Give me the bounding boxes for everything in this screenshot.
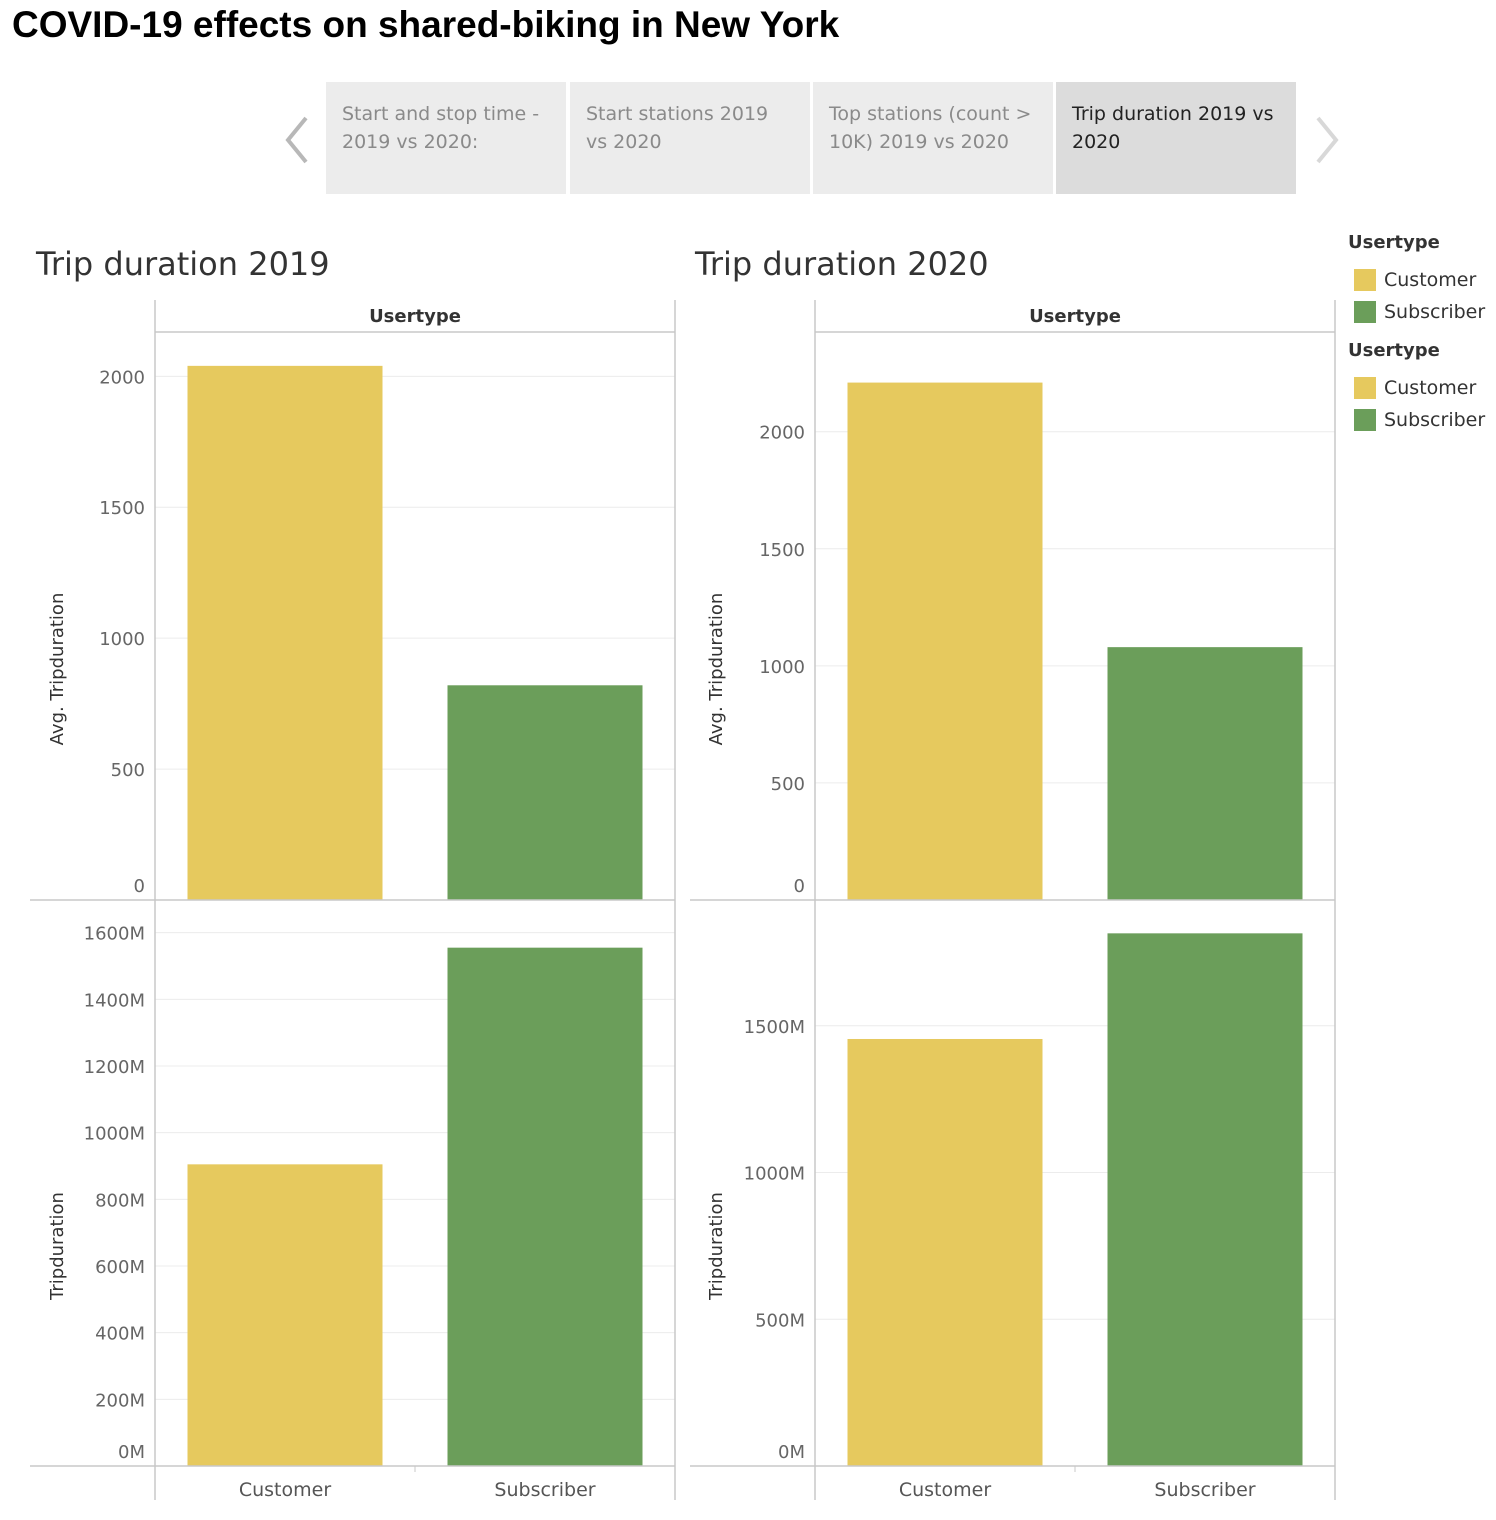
- y-tick-label: 1400M: [84, 990, 145, 1011]
- y-tick-label: 0: [134, 876, 145, 897]
- subscriber-swatch: [1354, 409, 1376, 431]
- bar-subscriber: [447, 947, 643, 1466]
- customer-swatch: [1354, 269, 1376, 291]
- column-header: Usertype: [369, 306, 461, 327]
- bar-customer: [187, 1164, 383, 1466]
- y-tick-label: 1200M: [84, 1057, 145, 1078]
- chart-title: Trip duration 2019: [35, 245, 330, 283]
- y-tick-label: 0M: [778, 1442, 805, 1463]
- legend-usertype-2: Usertype Customer Subscriber: [1348, 340, 1496, 436]
- legend-label: Subscriber: [1384, 409, 1486, 431]
- legend-label: Customer: [1384, 269, 1477, 291]
- story-tab-start-stop-time[interactable]: Start and stop time - 2019 vs 2020:: [326, 82, 566, 194]
- y-axis-label: Tripduration: [47, 1192, 68, 1301]
- x-tick-label: Customer: [899, 1479, 991, 1501]
- y-tick-label: 400M: [95, 1324, 145, 1345]
- legend-label: Subscriber: [1384, 301, 1486, 323]
- bar-customer: [847, 382, 1043, 901]
- x-tick-label: Subscriber: [1154, 1479, 1255, 1501]
- y-tick-label: 1500: [759, 540, 805, 561]
- y-tick-label: 1000M: [84, 1124, 145, 1145]
- chart-title: Trip duration 2020: [694, 245, 989, 283]
- legend-item-subscriber[interactable]: Subscriber: [1348, 404, 1496, 436]
- story-tab-trip-duration[interactable]: Trip duration 2019 vs 2020: [1056, 82, 1296, 194]
- y-axis-label: Tripduration: [706, 1192, 727, 1301]
- y-tick-label: 0: [794, 876, 805, 897]
- chevron-right-icon[interactable]: [1306, 112, 1346, 168]
- y-tick-label: 1500M: [744, 1017, 805, 1038]
- bar-customer: [847, 1038, 1043, 1466]
- y-tick-label: 0M: [118, 1442, 145, 1463]
- y-tick-label: 1500: [99, 498, 145, 519]
- legend-title: Usertype: [1348, 340, 1440, 361]
- legend-label: Customer: [1384, 377, 1477, 399]
- bar-customer: [187, 365, 383, 900]
- y-tick-label: 1000: [759, 657, 805, 678]
- x-tick-label: Customer: [239, 1479, 331, 1501]
- x-tick-label: Subscriber: [494, 1479, 595, 1501]
- subscriber-swatch: [1354, 301, 1376, 323]
- y-tick-label: 1600M: [84, 924, 145, 945]
- legend-usertype-1: Usertype Customer Subscriber: [1348, 232, 1496, 328]
- customer-swatch: [1354, 377, 1376, 399]
- y-tick-label: 1000: [99, 629, 145, 650]
- legend-item-subscriber[interactable]: Subscriber: [1348, 296, 1496, 328]
- bar-subscriber: [1107, 647, 1303, 900]
- bar-subscriber: [1107, 933, 1303, 1466]
- legend-item-customer[interactable]: Customer: [1348, 372, 1496, 404]
- y-tick-label: 1000M: [744, 1164, 805, 1185]
- y-tick-label: 800M: [95, 1190, 145, 1211]
- y-tick-label: 500: [771, 774, 805, 795]
- y-tick-label: 500: [111, 760, 145, 781]
- page-title: COVID-19 effects on shared-biking in New…: [12, 4, 840, 45]
- legend-item-customer[interactable]: Customer: [1348, 264, 1496, 296]
- y-axis-label: Avg. Tripduration: [47, 593, 68, 746]
- y-tick-label: 2000: [99, 367, 145, 388]
- bar-subscriber: [447, 685, 643, 900]
- y-axis-label: Avg. Tripduration: [706, 593, 727, 746]
- y-tick-label: 500M: [755, 1310, 805, 1331]
- column-header: Usertype: [1029, 306, 1121, 327]
- chevron-left-icon[interactable]: [278, 112, 318, 168]
- y-tick-label: 200M: [95, 1390, 145, 1411]
- y-tick-label: 2000: [759, 423, 805, 444]
- y-tick-label: 600M: [95, 1257, 145, 1278]
- legend-title: Usertype: [1348, 232, 1440, 253]
- story-tab-top-stations[interactable]: Top stations (count > 10K) 2019 vs 2020: [813, 82, 1053, 194]
- story-tab-start-stations[interactable]: Start stations 2019 vs 2020: [570, 82, 810, 194]
